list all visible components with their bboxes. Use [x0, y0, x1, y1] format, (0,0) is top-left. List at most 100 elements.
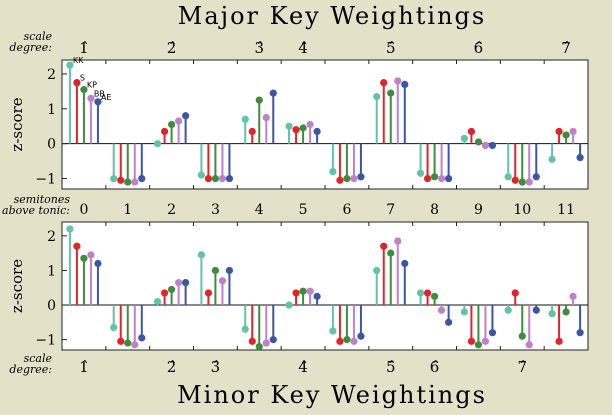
major-point-bb — [218, 174, 227, 183]
minor-point-bb — [262, 339, 270, 347]
minor-degree-label-line1: scale — [24, 352, 53, 365]
minor-point-kk — [197, 251, 205, 259]
semitone-label: 4 — [255, 202, 264, 218]
minor-point-kk — [66, 225, 74, 233]
major-point-s — [73, 79, 81, 87]
major-point-ae — [225, 174, 234, 183]
major-point-kp — [518, 178, 526, 186]
major-point-kk — [153, 140, 162, 148]
minor-point-kk — [153, 297, 162, 306]
minor-point-bb — [394, 237, 402, 245]
major-point-kk — [329, 167, 337, 176]
minor-degree-label: 5̂ — [386, 358, 396, 376]
minor-degree-label: 2̂ — [167, 358, 177, 376]
major-point-kk — [197, 171, 205, 179]
major-point-kp — [562, 131, 570, 139]
major-point-s — [423, 174, 432, 183]
semitone-label: 8 — [430, 202, 439, 218]
major-point-bb — [87, 94, 95, 102]
major-chart-title: Major Key Weightings — [178, 2, 486, 30]
minor-point-bb — [437, 306, 446, 314]
minor-degree-label: 6̂ — [430, 358, 440, 376]
major-degree-label: 1̂ — [79, 39, 89, 57]
major-point-bb — [481, 141, 490, 150]
minor-point-s — [555, 337, 563, 345]
minor-point-kp — [343, 336, 351, 344]
minor-point-bb — [131, 341, 139, 349]
minor-point-kp — [562, 308, 570, 316]
minor-point-kk — [548, 310, 556, 318]
major-point-bb — [569, 127, 577, 136]
minor-point-kp — [518, 332, 526, 340]
major-point-ae — [445, 174, 453, 183]
minor-point-s — [292, 289, 300, 297]
major-degree-label: 3̂ — [254, 39, 264, 57]
major-point-ae — [138, 174, 146, 183]
minor-point-kp — [430, 292, 439, 300]
major-point-s — [555, 127, 563, 136]
semitones-label-line2: above tonic: — [2, 204, 70, 217]
minor-point-bb — [569, 292, 577, 300]
major-point-bb — [525, 178, 533, 186]
minor-point-ae — [576, 329, 584, 337]
minor-chart-title: Minor Key Weightings — [177, 381, 487, 409]
minor-point-ae — [94, 259, 102, 268]
minor-degree-label: 7̂ — [517, 358, 527, 376]
semitone-label: 5 — [299, 202, 308, 218]
minor-point-s — [467, 337, 476, 345]
minor-point-kp — [387, 249, 395, 257]
major-point-kp — [430, 173, 439, 181]
major-point-bb — [262, 113, 270, 122]
major-point-kp — [124, 178, 132, 186]
minor-point-kk — [373, 266, 381, 275]
minor-point-s — [117, 337, 125, 345]
major-point-ae — [94, 98, 102, 106]
minor-degree-label: 4̂ — [298, 358, 308, 376]
semitone-label: 2 — [167, 202, 176, 218]
minor-point-kk — [110, 323, 118, 332]
minor-point-s — [160, 289, 169, 297]
major-point-bb — [306, 120, 314, 129]
minor-point-kk — [285, 301, 293, 309]
major-point-s — [292, 126, 300, 134]
minor-point-s — [248, 337, 256, 345]
major-point-bb — [394, 77, 402, 85]
major-point-kp — [167, 120, 176, 129]
minor-point-s — [204, 289, 213, 297]
semitone-label: 9 — [474, 202, 483, 218]
minor-y-axis-label: z-score — [8, 259, 26, 313]
major-degree-label: 5̂ — [386, 39, 396, 57]
minor-point-kk — [329, 327, 337, 335]
major-point-ae — [576, 154, 584, 162]
minor-y-tick-label: 2 — [47, 229, 56, 245]
major-point-ae — [313, 127, 321, 136]
major-point-ae — [357, 173, 365, 181]
major-key-panel: −1 0 1 2 z-score 1̂ 2̂ 3̂ 4̂ 5̂ 6̂ 7̂ 0 1 2 3 4 5 6 7 8 9 10 11… — [8, 39, 589, 218]
major-degree-label: 7̂ — [561, 39, 571, 57]
major-point-kp — [299, 124, 307, 132]
major-point-ae — [401, 80, 409, 89]
major-degree-label-line2: degree: — [9, 41, 52, 54]
semitone-label: 6 — [342, 202, 351, 218]
series-label-bb: BB — [94, 89, 105, 98]
minor-point-kk — [504, 306, 512, 314]
minor-point-bb — [87, 251, 95, 259]
major-point-ae — [182, 112, 190, 120]
major-point-kk — [373, 93, 381, 101]
minor-point-bb — [306, 287, 314, 295]
minor-point-s — [423, 289, 432, 297]
major-point-s — [204, 174, 213, 183]
minor-point-ae — [269, 336, 277, 344]
minor-degree-label-line2: degree: — [9, 363, 52, 376]
series-label-ae: AE — [101, 93, 112, 102]
minor-point-kp — [167, 285, 176, 294]
major-degree-label: 6̂ — [474, 39, 484, 57]
major-plot-area — [61, 59, 589, 190]
major-degree-label: 2̂ — [167, 39, 177, 57]
minor-point-kp — [255, 342, 263, 351]
major-point-bb — [174, 117, 183, 125]
major-point-bb — [437, 174, 446, 183]
minor-point-kk — [460, 308, 468, 316]
major-point-ae — [532, 173, 540, 181]
major-y-axis-label: z-score — [8, 97, 26, 151]
